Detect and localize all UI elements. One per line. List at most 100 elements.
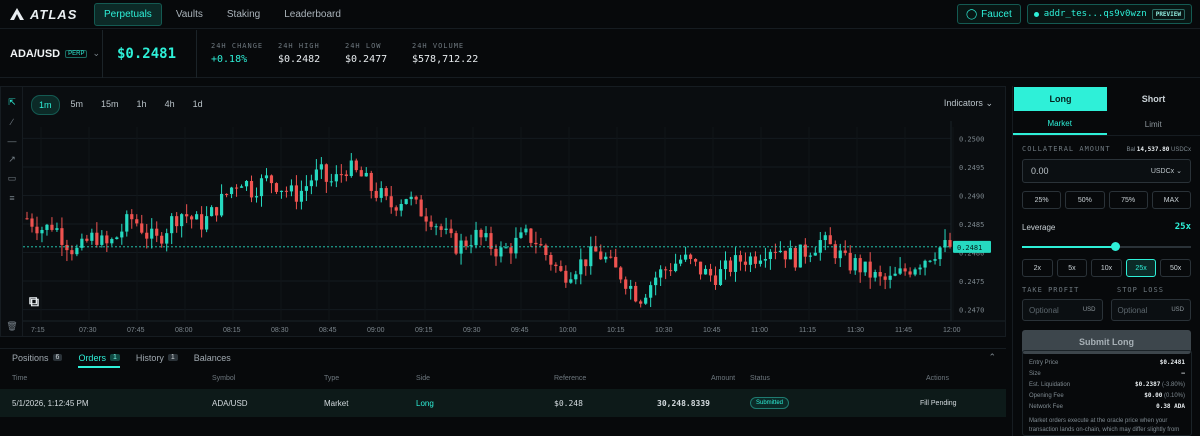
candlestick-chart[interactable]: 0.2500 0.2495 0.2490 0.2485 0.2480 0.2475 0.24… — [23, 121, 1005, 337]
candle-body — [354, 160, 358, 171]
trend-line-icon[interactable]: ∕ — [11, 116, 13, 127]
trash-icon[interactable]: 🗑 — [6, 321, 18, 331]
col-reference: Reference — [554, 374, 587, 382]
tab-history[interactable]: History 1 — [136, 349, 178, 368]
horizontal-line-icon[interactable]: — — [7, 135, 17, 146]
collateral-label: COLLATERAL AMOUNT — [1022, 145, 1111, 153]
candle-body — [489, 233, 493, 249]
col-amount: Amount — [711, 374, 736, 382]
leverage-2x-button[interactable]: 2x — [1022, 259, 1053, 277]
candle-body — [120, 231, 124, 238]
unit-label: USDCx — [1150, 168, 1175, 175]
candle-body — [659, 269, 663, 278]
leverage-10x-button[interactable]: 10x — [1091, 259, 1122, 277]
candle-body — [304, 186, 308, 191]
candle-body — [214, 207, 219, 216]
nav-vaults[interactable]: Vaults — [175, 8, 203, 20]
candle-body — [384, 188, 388, 197]
pair-selector[interactable]: ADA/USD PERP ⌄ — [10, 48, 102, 60]
nav-perpetuals[interactable]: Perpetuals — [94, 2, 162, 26]
pct-25-button[interactable]: 25% — [1022, 191, 1062, 209]
stop-loss-input[interactable]: Optional USD — [1110, 299, 1191, 321]
drop-icon: ◯ — [965, 8, 978, 20]
candle-body — [544, 245, 548, 256]
cursor-icon[interactable]: ⇱ — [8, 97, 16, 107]
candle-body — [45, 224, 49, 230]
fib-icon[interactable]: ≡ — [9, 192, 15, 203]
stop-loss-label: STOP LOSS — [1117, 286, 1164, 294]
long-button[interactable]: Long — [1014, 87, 1107, 111]
candle-body — [654, 277, 658, 286]
candle-body — [294, 185, 299, 202]
candle-body — [938, 247, 942, 260]
candle-body — [798, 244, 802, 268]
candle-body — [509, 247, 513, 254]
candle-body — [374, 190, 378, 198]
tab-market[interactable]: Market — [1013, 113, 1107, 135]
candle-body — [678, 259, 683, 264]
candle-body — [299, 190, 304, 202]
tab-positions[interactable]: Positions 6 — [12, 349, 63, 368]
nav-staking[interactable]: Staking — [226, 8, 261, 20]
tradingview-logo-icon: ⧉ — [29, 293, 39, 309]
candle-body — [95, 232, 99, 245]
candle-body — [85, 238, 89, 241]
short-button[interactable]: Short — [1141, 94, 1166, 104]
stat-label: 24H CHANGE — [211, 42, 264, 50]
pct-max-button[interactable]: MAX — [1151, 191, 1191, 209]
stat-label: 24H LOW — [345, 42, 382, 50]
candle-body — [469, 245, 473, 247]
summary-value: $0.00 — [1144, 392, 1163, 399]
cell-side: Long — [416, 398, 434, 408]
timeframe-4h[interactable]: 4h — [164, 99, 175, 109]
wallet-address: addr_tes...qs9v0wzn — [1043, 9, 1147, 19]
ray-icon[interactable]: ↗ — [8, 154, 16, 164]
collateral-input[interactable]: 0.00 USDCx ⌄ — [1022, 159, 1191, 183]
faucet-button[interactable]: ◯ Faucet — [956, 4, 1021, 24]
logo[interactable]: ATLAS — [10, 7, 94, 22]
tab-orders[interactable]: Orders 1 — [78, 349, 120, 368]
timeframe-1m[interactable]: 1m — [31, 95, 60, 115]
stat-24h-low: 24H LOW $0.2477 — [345, 42, 412, 65]
candle-body — [589, 246, 593, 267]
tab-label: Positions — [12, 352, 49, 363]
leverage-25x-button[interactable]: 25x — [1125, 259, 1157, 277]
timeframe-1h[interactable]: 1h — [136, 99, 147, 109]
leverage-5x-button[interactable]: 5x — [1056, 259, 1088, 277]
collapse-icon[interactable]: ⌃ — [988, 352, 996, 362]
summary-label: Opening Fee — [1029, 392, 1064, 399]
candle-body — [514, 237, 518, 254]
rectangle-icon[interactable]: ▭ — [7, 173, 17, 183]
balance-prefix: Bal — [1126, 146, 1136, 153]
tab-limit[interactable]: Limit — [1144, 119, 1162, 129]
leverage-50x-button[interactable]: 50x — [1160, 259, 1191, 277]
pct-50-button[interactable]: 50% — [1065, 191, 1105, 209]
candle-body — [115, 237, 119, 240]
candle-body — [833, 244, 837, 259]
price-chart-panel: ⇱ ∕ — ↗ ▭ ≡ 🗑 1m 5m 15m 1h 4h 1d Indicators ⌄… — [0, 86, 1006, 337]
timeframe-1d[interactable]: 1d — [192, 99, 203, 109]
x-tick-label: 08:30 — [271, 327, 289, 334]
timeframe-5m[interactable]: 5m — [70, 99, 84, 109]
timeframe-15m[interactable]: 15m — [101, 99, 119, 109]
candle-body — [888, 275, 892, 280]
x-tick-label: 08:45 — [319, 327, 337, 334]
candle-body — [693, 258, 698, 262]
candle-body — [793, 247, 797, 268]
candle-body — [674, 263, 678, 272]
leverage-slider[interactable] — [1022, 241, 1191, 253]
indicators-dropdown[interactable]: Indicators ⌄ — [944, 98, 993, 109]
candle-body — [539, 244, 543, 246]
x-tick-label: 08:15 — [223, 327, 241, 334]
cell-symbol: ADA/USD — [212, 398, 248, 408]
nav-leaderboard[interactable]: Leaderboard — [284, 8, 341, 20]
tab-balances[interactable]: Balances — [194, 349, 231, 368]
candle-body — [943, 240, 947, 248]
pct-75-button[interactable]: 75% — [1108, 191, 1148, 209]
take-profit-input[interactable]: Optional USD — [1022, 299, 1103, 321]
wallet-button[interactable]: addr_tes...qs9v0wzn PREVIEW — [1026, 4, 1192, 24]
slider-knob[interactable] — [1110, 242, 1120, 251]
table-row[interactable]: 5/1/2026, 1:12:45 PM ADA/USD Market Long… — [0, 389, 1006, 417]
unit-selector[interactable]: USDCx ⌄ — [1151, 167, 1182, 175]
top-bar: ATLAS Perpetuals Vaults Staking Leaderbo… — [0, 0, 1200, 29]
